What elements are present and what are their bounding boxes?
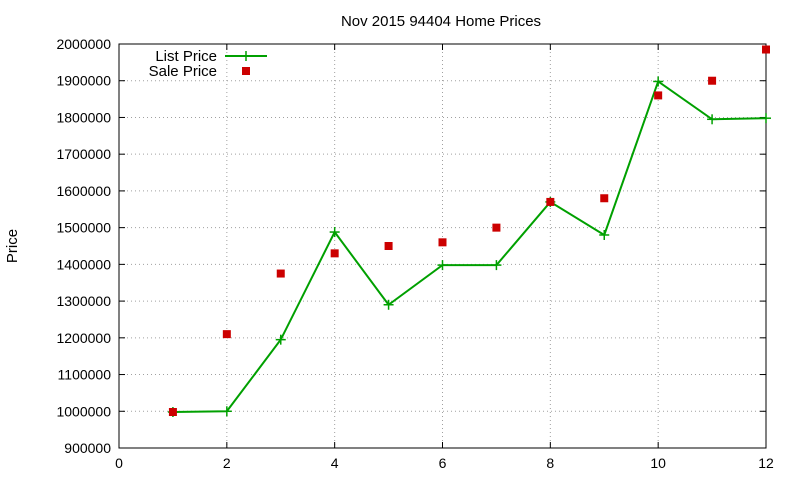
x-tick-label: 0 (115, 455, 123, 471)
sale-price-point (168, 408, 177, 417)
y-tick-label: 1300000 (56, 293, 111, 309)
y-tick-label: 1400000 (56, 256, 111, 272)
legend-plus-marker (241, 51, 251, 61)
sale-price-point (492, 223, 501, 232)
x-tick-label: 6 (439, 455, 447, 471)
sale-price-point (546, 197, 555, 206)
list-price-point (275, 334, 286, 345)
sale-price-point (654, 91, 663, 100)
sale-price-point (384, 242, 393, 250)
x-tick-label: 12 (758, 455, 774, 471)
list-price-point (383, 299, 394, 310)
ticks-layer: 900000 1000000 1100000 1200000 1300000 140000… (56, 36, 774, 471)
series-line-list-price (172, 79, 767, 414)
sale-price-point (276, 269, 285, 278)
list-price-point (491, 260, 502, 271)
list-price-point (437, 260, 448, 271)
legend-square-marker (242, 67, 250, 75)
legend-label-sale-price: Sale Price (149, 63, 217, 80)
y-tick-label: 1900000 (56, 73, 111, 89)
legend-symbol-list-price (225, 51, 267, 61)
series-layer (167, 45, 771, 418)
y-tick-label: 1200000 (56, 330, 111, 346)
legend-symbol-sale-price (242, 67, 250, 75)
list-price-point (329, 227, 340, 238)
sale-price-point (762, 45, 770, 54)
legend: List Price Sale Price (149, 48, 267, 80)
list-price-point (221, 406, 232, 417)
sale-price-point (222, 330, 231, 339)
y-tick-label: 1800000 (56, 109, 111, 125)
list-price-point (761, 113, 771, 124)
x-tick-label: 2 (223, 455, 231, 471)
legend-label-list-price: List Price (155, 48, 217, 65)
y-tick-label: 1700000 (56, 146, 111, 162)
y-tick-label: 1500000 (56, 220, 111, 236)
list-price-point (707, 114, 718, 125)
x-tick-label: 8 (546, 455, 554, 471)
list-price-point (599, 229, 610, 240)
chart-title: Nov 2015 94404 Home Prices (341, 13, 541, 30)
y-axis-title: Price (4, 229, 21, 263)
y-tick-label: 900000 (64, 440, 111, 456)
sale-price-point (438, 238, 447, 247)
sale-price-point (600, 194, 609, 203)
list-price-point (653, 76, 664, 87)
y-tick-label: 1600000 (56, 183, 111, 199)
sale-price-point (708, 76, 717, 85)
grid-layer (119, 44, 766, 448)
sale-price-point (330, 249, 339, 258)
x-tick-label: 4 (331, 455, 339, 471)
x-tick-label: 10 (650, 455, 666, 471)
y-tick-label: 2000000 (56, 36, 111, 52)
y-tick-label: 1100000 (58, 367, 112, 383)
y-tick-label: 1000000 (56, 403, 111, 419)
